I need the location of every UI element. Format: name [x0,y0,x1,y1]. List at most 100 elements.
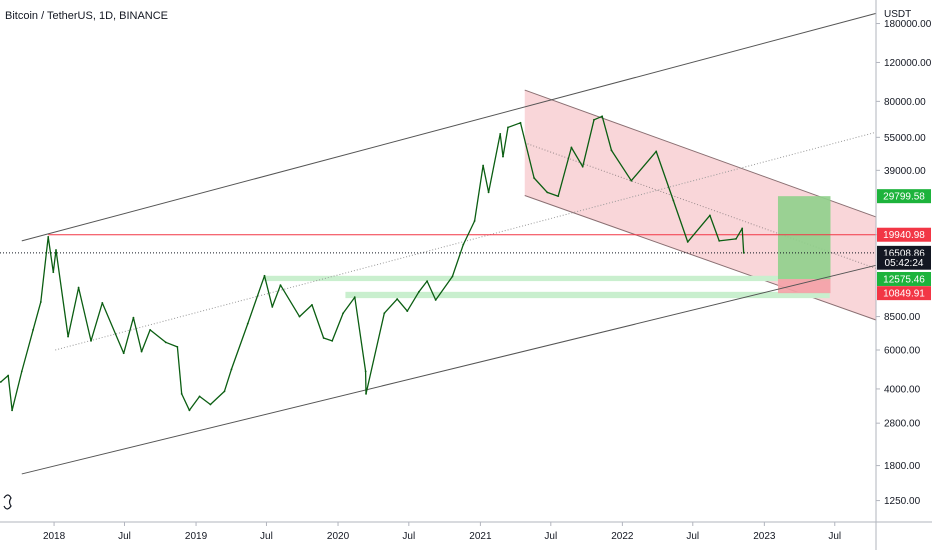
price-point-35 [353,296,356,299]
price-point-65 [709,214,711,217]
price-badge-6[interactable] [877,286,931,301]
price-point-39 [396,298,399,300]
price-point-36 [364,370,367,373]
price-point-68 [741,227,744,230]
y-tick-label-3: 80000.00 [884,97,926,108]
price-badge-label-3: 16508.86 [883,248,925,259]
price-point-63 [672,199,675,202]
price-point-25 [230,368,233,371]
price-badge-1[interactable] [877,189,931,204]
price-badge-label-1: 29799.58 [883,192,925,203]
channel-lower-line[interactable] [524,195,877,321]
channel-median-line [524,142,877,269]
price-point-24 [223,390,226,393]
trend-line-1[interactable] [21,12,877,242]
price-point-60 [610,149,613,152]
price-point-2 [7,374,10,377]
price-point-69 [742,251,745,254]
price-point-23 [209,403,212,406]
channel-upper-line[interactable] [524,89,877,218]
price-point-64 [686,241,689,243]
tradingview-logo-icon [3,494,12,510]
price-point-27 [263,274,266,277]
x-tick-label-10: Jul [686,531,699,542]
price-point-53 [533,177,535,179]
price-point-67 [735,237,737,240]
y-tick-label-1: 180000.00 [884,19,932,30]
price-point-59 [601,115,604,118]
price-point-37 [365,392,367,395]
y-tick-label-5: 39000.00 [884,166,926,177]
price-point-33 [331,339,334,342]
price-point-43 [434,299,437,301]
price-point-62 [655,150,658,153]
price-point-52 [519,121,522,124]
chart-title: Bitcoin / TetherUS, 1D, BINANCE [5,10,169,22]
price-badge-5[interactable] [877,271,931,286]
price-point-11 [77,286,80,289]
x-tick-label-2: Jul [118,531,131,542]
price-point-61 [630,179,633,182]
price-point-29 [279,284,282,286]
price-point-31 [311,303,313,306]
price-badge-label-5: 12575.46 [883,274,925,285]
x-tick-label-12: Jul [828,531,841,542]
y-tick-label-8: 6000.00 [884,346,921,357]
price-point-18 [164,341,167,344]
position-loss-zone[interactable] [777,278,831,294]
y-tick-label-7: 8500.00 [884,312,921,323]
trend-line-3[interactable] [55,131,877,351]
price-point-7 [47,235,50,238]
price-point-56 [570,146,573,149]
trend-line-2[interactable] [21,264,877,475]
support-zone-1[interactable] [264,275,830,282]
price-point-47 [482,164,485,167]
y-tick-label-2: 120000.00 [884,58,932,69]
x-tick-label-3: 2019 [185,531,208,542]
price-point-54 [546,191,549,194]
price-badge-label-2: 19940.98 [883,230,925,241]
price-point-22 [198,395,201,398]
price-point-10 [67,335,69,338]
position-profit-zone[interactable] [777,196,831,279]
y-tick-label-9: 4000.00 [884,384,921,395]
price-badge-label-6: 10849.91 [883,289,925,300]
price-point-5 [32,328,34,331]
price-point-66 [718,239,721,242]
price-point-16 [140,350,143,353]
price-point-45 [462,243,465,246]
price-point-19 [176,345,179,348]
price-point-30 [298,315,301,318]
price-point-38 [383,312,386,315]
y-tick-label-10: 2800.00 [884,419,921,430]
price-point-49 [499,133,502,135]
price-point-32 [322,337,325,339]
price-point-4 [20,370,23,373]
price-point-15 [132,316,135,319]
x-tick-label-1: 2018 [43,531,66,542]
price-point-46 [473,220,476,222]
price-point-8 [52,271,55,274]
y-tick-label-11: 1800.00 [884,461,921,472]
logo-stroke [3,494,12,510]
price-point-6 [39,301,42,303]
price-point-13 [101,302,104,304]
y-tick-label-12: 1250.00 [884,496,921,507]
price-point-1 [0,381,2,383]
price-point-48 [487,191,490,194]
price-point-40 [406,310,409,312]
price-point-50 [502,155,504,158]
x-tick-label-8: Jul [544,531,557,542]
price-point-55 [557,195,560,198]
price-badge-4[interactable] [877,255,931,270]
support-zone-2[interactable] [345,291,830,299]
y-axis-unit-label: USDT [884,9,911,20]
price-point-34 [342,312,344,315]
price-point-44 [451,275,454,278]
price-badge-2[interactable] [877,227,931,242]
price-point-9 [55,249,57,251]
price-point-3 [11,409,13,412]
x-tick-label-4: Jul [260,531,273,542]
